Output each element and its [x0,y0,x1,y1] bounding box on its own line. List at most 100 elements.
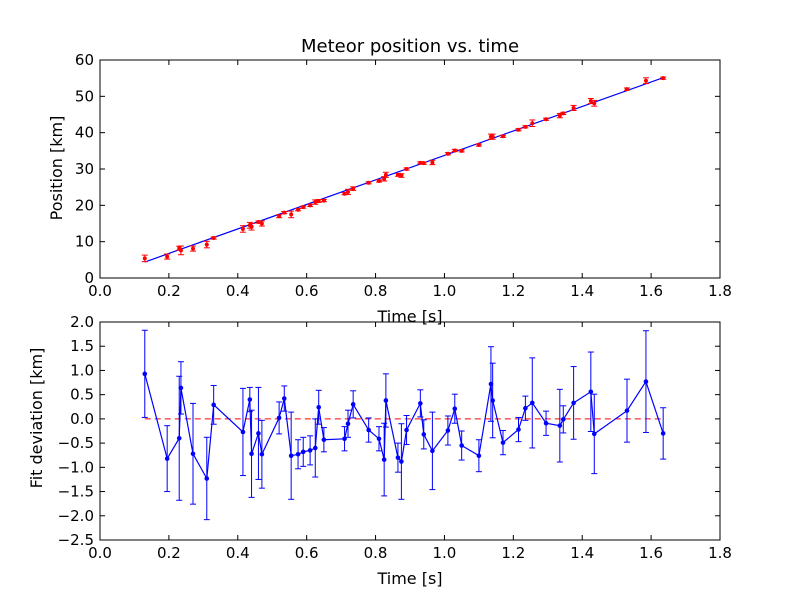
position-chart-y-tick-label: 60 [75,51,94,69]
data-point [661,76,666,81]
deviation-chart-x-tick-label: 0.0 [88,544,112,562]
deviation-chart-y-ticks: −2.5 −2.0 −1.5 −1.0 −0.5 0.0 0.5 1.0 1.5 2.0 [58,313,720,549]
deviation-chart-y-tick-label: −0.5 [58,434,94,452]
data-point [351,186,356,191]
deviation-chart-y-tick-label: −1.0 [58,458,94,476]
position-chart-y-tick-label: 50 [75,87,94,105]
data-point [191,246,195,251]
data-point [366,427,371,433]
data-point [592,101,597,106]
data-point [366,180,371,185]
position-chart-x-ticks: 0.0 0.2 0.4 0.6 0.8 1.0 1.2 1.4 1.6 1.8 [88,60,732,300]
position-chart-x-tick-label: 0.2 [157,282,181,300]
data-point [571,105,576,110]
position-chart-y-ticks: 0 10 20 30 40 50 60 [75,51,720,287]
data-point [660,431,666,436]
deviation-chart-y-tick-label: 1.0 [70,361,94,379]
deviation-series-line [144,373,664,481]
deviation-chart-x-tick-label: 0.2 [157,544,181,562]
data-point [490,134,495,139]
data-point [625,87,629,92]
deviation-chart-frame [99,321,721,541]
data-point [313,200,318,205]
deviation-chart-x-tick-label: 1.6 [639,544,663,562]
data-point [445,428,451,433]
position-chart-x-tick-label: 1.0 [433,282,457,300]
data-point [643,78,648,83]
data-point [289,212,294,217]
data-point [383,398,389,403]
data-point [544,117,549,122]
position-chart-y-tick-label: 30 [75,160,94,178]
data-point [381,457,387,462]
data-point [516,427,521,432]
position-chart-ylabel: Position [km] [47,116,66,221]
data-point [591,431,597,437]
data-point [178,248,183,253]
data-point [418,401,423,406]
data-point [142,256,147,261]
data-point [240,226,245,231]
data-point [316,198,321,203]
deviation-chart-x-tick-label: 1.8 [708,544,732,562]
data-point [624,408,630,413]
data-point [307,448,313,453]
position-chart-x-tick-label: 0.8 [364,282,388,300]
data-point [377,178,381,183]
data-point [249,451,254,457]
deviation-chart-x-tick-label: 1.2 [501,544,525,562]
data-point [342,191,347,196]
data-point [247,397,253,402]
data-point [345,421,351,427]
data-point [342,436,347,442]
data-point [288,453,294,459]
data-point [259,451,265,457]
data-point [321,437,327,443]
data-point [543,420,549,426]
position-chart-x-tick-label: 1.4 [570,282,594,300]
data-point [459,443,464,448]
data-point [190,451,196,457]
data-point [164,456,170,461]
position-chart-title: Meteor position vs. time [301,36,519,57]
position-chart-x-tick-label: 1.8 [708,282,732,300]
deviation-chart-x-tick-label: 0.4 [226,544,250,562]
deviation-chart-y-tick-label: 0.0 [70,410,94,428]
data-point [404,427,409,433]
data-point [476,453,482,459]
position-chart-y-tick-label: 40 [75,124,94,142]
position-chart-y-tick-label: 0 [84,269,94,287]
deviation-chart-y-tick-label: −1.5 [58,483,94,501]
deviation-chart-xlabel: Time [s] [376,569,442,588]
deviation-chart-x-ticks: 0.0 0.2 0.4 0.6 0.8 1.0 1.2 1.4 1.6 1.8 [88,322,732,562]
data-point [176,435,182,441]
data-point [501,134,505,139]
data-point [459,148,464,153]
data-point [557,423,563,428]
data-point [204,242,209,247]
data-point [240,429,246,435]
data-point [376,436,382,442]
position-chart-data [141,76,667,263]
position-chart-frame [99,59,721,279]
data-point [571,400,576,406]
data-point [301,205,306,210]
data-point [529,400,535,406]
data-point [588,99,593,104]
data-point [316,404,322,410]
deviation-chart-x-tick-label: 1.4 [570,544,594,562]
data-point [249,224,254,229]
deviation-chart-data [141,329,667,521]
data-point [588,389,594,395]
data-point [399,459,404,464]
data-point [452,148,457,153]
data-point [421,161,426,166]
data-point [312,445,318,451]
data-point [277,214,282,219]
data-point [490,398,495,403]
data-point [421,432,427,437]
data-point [178,385,184,391]
position-chart: Meteor position vs. time Position [km] T… [47,36,732,326]
data-point [259,221,264,226]
